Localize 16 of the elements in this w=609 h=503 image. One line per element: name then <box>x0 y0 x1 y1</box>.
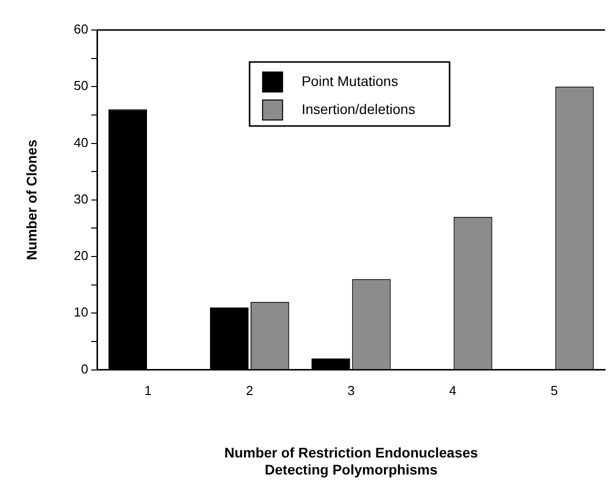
x-tick-label: 5 <box>550 383 558 398</box>
x-tick-label: 1 <box>144 383 152 398</box>
y-tick-label: 0 <box>81 361 88 376</box>
x-tick-label: 2 <box>246 383 254 398</box>
legend-label: Point Mutations <box>302 72 398 89</box>
y-axis-title: Number of Clones <box>23 139 40 260</box>
x-tick-label: 3 <box>348 383 355 398</box>
y-tick-label: 20 <box>74 248 88 264</box>
legend-label: Insertion/deletions <box>302 100 416 117</box>
x-axis-title: Number of Restriction Endonucleases Detecting Polymorphisms <box>224 444 478 478</box>
y-tick-label: 50 <box>74 78 88 94</box>
y-tick-label: 30 <box>74 191 88 206</box>
y-tick-label: 10 <box>74 304 88 320</box>
x-tick-label: 4 <box>449 383 456 398</box>
y-tick-label: 40 <box>74 134 88 150</box>
y-tick-label: 60 <box>74 22 88 37</box>
